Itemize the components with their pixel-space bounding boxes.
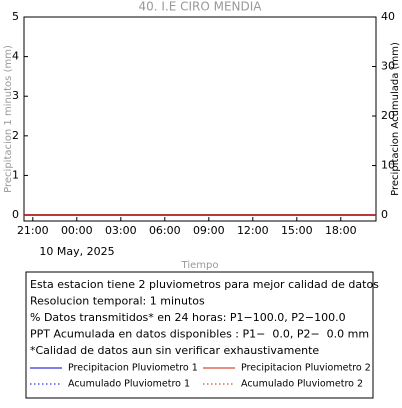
- y-tick-label: 1: [12, 168, 19, 181]
- y-tick-label: 5: [12, 10, 19, 23]
- date-label: 10 May, 2025: [39, 245, 114, 258]
- y2-tick-label: 30: [381, 60, 395, 73]
- y2-axis-label: Precipitacion Acumulada (mm): [390, 42, 401, 196]
- info-line: PPT Acumulada en datos disponibles : P1−…: [30, 328, 369, 341]
- y-tick-label: 0: [12, 208, 19, 221]
- chart-title: 40. I.E CIRO MENDIA: [138, 0, 262, 14]
- info-line: Esta estacion tiene 2 pluviometros para …: [30, 278, 379, 291]
- legend-label: Precipitacion Pluviometro 2: [241, 363, 371, 374]
- plot-frame: [23, 16, 377, 222]
- info-line: Resolucion temporal: 1 minutos: [30, 295, 205, 308]
- x-tick-label: 03:00: [105, 224, 137, 237]
- legend-label: Acumulado Pluviometro 1: [68, 379, 190, 390]
- info-line: *Calidad de datos aun sin verificar exha…: [30, 344, 319, 357]
- x-tick-label: 21:00: [17, 224, 49, 237]
- x-tick-label: 15:00: [281, 224, 313, 237]
- legend-label: Acumulado Pluviometro 2: [241, 379, 363, 390]
- info-box: [25, 271, 374, 399]
- y-tick-label: 4: [12, 50, 19, 63]
- y2-tick-label: 0: [381, 208, 388, 221]
- x-tick-label: 09:00: [193, 224, 225, 237]
- y2-tick-label: 10: [381, 159, 395, 172]
- y2-tick-label: 20: [381, 109, 395, 122]
- x-tick-label: 12:00: [237, 224, 269, 237]
- y2-tick-label: 40: [381, 10, 395, 23]
- legend-label: Precipitacion Pluviometro 1: [68, 363, 198, 374]
- x-tick-label: 18:00: [325, 224, 357, 237]
- y-tick-label: 2: [12, 129, 19, 142]
- y-tick-label: 3: [12, 89, 19, 102]
- info-line: % Datos transmitidos* en 24 horas: P1−10…: [30, 311, 346, 324]
- x-tick-label: 06:00: [149, 224, 181, 237]
- x-axis-label: Tiempo: [181, 260, 219, 271]
- y-axis-label: Precipitacion 1 minutos (mm): [3, 45, 14, 193]
- x-tick-label: 00:00: [61, 224, 93, 237]
